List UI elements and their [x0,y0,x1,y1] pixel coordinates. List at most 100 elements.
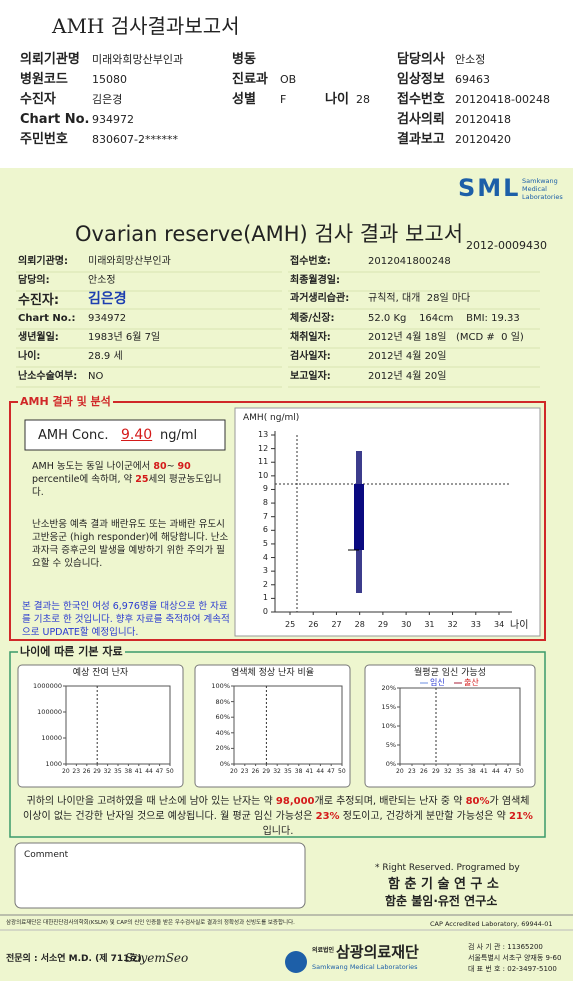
footer-cap: CAP Accredited Laboratory, 69944-01 [430,920,553,928]
x-tick-label: 41 [480,768,488,775]
text-segment: 23% [315,811,340,822]
comment-label: Comment [24,850,69,860]
logo-sub: Medical [522,185,547,193]
field-value: 69463 [455,73,490,86]
logo: SML [458,174,521,202]
address: 검 사 기 관 : 11365200 [468,943,543,951]
x-tick-label: 26 [308,620,319,629]
credit: 함춘 불임·유전 연구소 [385,894,498,908]
conc-value: 9.40 [121,427,153,443]
x-tick-label: 35 [284,768,292,775]
y-tick-label: 40% [215,728,230,737]
info-label: 과거생리습관: [290,293,350,304]
field-label: 의뢰기관명 [20,52,80,67]
y-tick-label: 6 [262,525,268,535]
info-value: 2012년 4월 20일 [368,351,447,362]
y-tick-label: 2 [262,579,268,589]
y-tick-label: 10 [258,470,269,480]
x-tick-label: 41 [134,768,143,775]
text-segment: ~ [166,461,178,472]
report-title: Ovarian reserve(AMH) 검사 결과 보고서 [75,222,464,246]
info-value: 934972 [88,313,127,324]
field-label: 병동 [232,52,256,67]
footer-notice: 삼광의료재단은 대한진단검사의학회(KSLM) 및 CAP의 신인 인증을 받은… [6,920,295,926]
field-value: 20120418-00248 [455,93,550,106]
y-tick-label: 10% [381,722,396,730]
age-box [9,651,546,838]
x-tick-label: 35 [114,768,122,775]
text-segment: 80 [153,461,167,472]
mini-chart-title: 월평균 임신 가능성 [414,668,486,678]
x-tick-label: 41 [305,768,314,775]
info-label: 검사일자: [290,351,331,362]
org-en: Samkwang Medical Laboratories [312,963,418,971]
text-segment: 98,000 [275,796,315,807]
logo-sub: Samkwang [522,177,558,185]
x-tick-label: 33 [470,620,481,629]
page-title: AMH 검사결과보고서 [52,14,240,38]
y-tick-label: 5 [262,538,268,548]
x-tick-label: 38 [124,768,133,775]
x-tick-label: 31 [424,620,435,629]
x-tick-label: 23 [240,768,249,775]
y-tick-label: 20% [215,744,230,753]
x-tick-label: 47 [327,768,335,775]
conc-box [24,419,226,451]
credit: 함 춘 기 술 연 구 소 [388,877,499,892]
y-tick-label: 0% [219,760,230,768]
info-label: 채취일자: [290,332,331,343]
field-value: 830607-2****** [92,133,178,146]
field-label: 수진자 [20,92,56,107]
y-tick-label: 100% [211,682,230,690]
x-tick-label: 25 [285,620,296,629]
x-tick-label: 27 [331,620,342,629]
y-tick-label: 1 [262,593,268,603]
x-tick-label: 50 [516,768,524,775]
field-value: 김은경 [92,93,123,106]
x-tick-label: 32 [103,768,112,775]
info-label: Chart No.: [18,313,76,324]
x-tick-label: 29 [377,620,389,629]
y-tick-label: 100000 [37,708,62,716]
report-number: 2012-0009430 [466,239,547,252]
address: 서울특별시 서초구 양재동 9-60 [468,954,562,962]
y-axis-label: AMH( ng/ml) [243,413,300,423]
field-label: 진료과 [232,72,268,87]
legend-label: 임신 [430,678,445,687]
x-tick-label: 26 [82,768,91,775]
x-tick-label: 20 [396,768,404,775]
field-value: 안소정 [455,53,486,66]
info-label: 생년월일: [18,332,59,343]
y-tick-label: 80% [215,697,230,706]
info-value: 2012년 4월 18일 (MCD # 0 일) [368,332,524,343]
mini-chart-frame [364,664,536,788]
info-label: 난소수술여부: [18,371,78,382]
text-segment: 정도이고, 건강하게 분만할 가능성은 약 [339,811,510,822]
logo-mark [285,951,307,973]
info-value: 28.9 세 [88,351,123,362]
field-label: 접수번호 [397,92,445,107]
x-tick-label: 50 [338,768,346,775]
x-tick-label: 32 [444,768,452,775]
text-segment: AMH 농도는 동일 나이군에서 [32,461,154,472]
x-tick-label: 29 [93,768,101,775]
info-label: 담당의: [18,275,50,286]
field-value: 28 [356,93,370,106]
x-tick-label: 44 [492,768,500,775]
mini-chart-frame [17,664,184,788]
amh-chart-frame [234,407,541,637]
address: 대 표 번 호 : 02-3497-5100 [468,965,557,973]
text-segment: 25 [135,474,149,485]
mini-chart-title: 예상 잔여 난자 [72,668,129,678]
info-value: 미래와희망산부인과 [88,256,171,267]
y-tick-label: 8 [262,498,268,508]
text-segment: 21% [509,811,533,822]
conc-label: AMH Conc. [38,428,109,443]
conc-unit: ng/ml [160,428,198,443]
y-tick-label: 7 [262,511,268,521]
x-tick-label: 34 [494,620,505,629]
y-tick-label: 4 [262,552,268,562]
x-tick-label: 47 [155,768,164,775]
x-tick-label: 35 [456,768,464,775]
